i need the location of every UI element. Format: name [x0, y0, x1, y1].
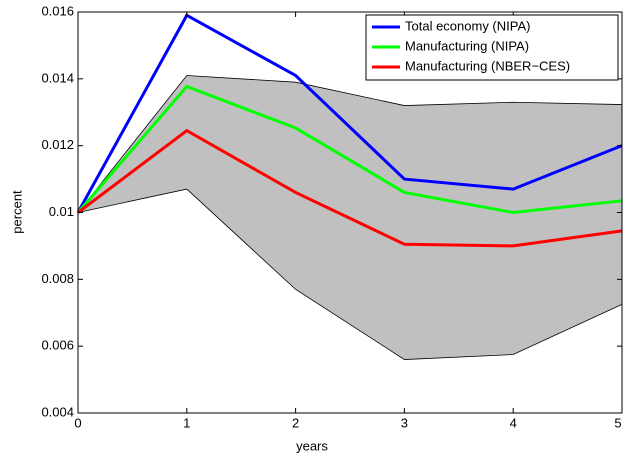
series-line: [76, 13, 623, 214]
x-tick-label: 0: [74, 415, 81, 430]
x-axis-label: years: [296, 438, 328, 453]
x-tick-label: 5: [614, 415, 621, 430]
legend-label: Total economy (NIPA): [405, 18, 530, 33]
x-tick-label: 4: [510, 415, 517, 430]
x-tick-label: 1: [183, 415, 190, 430]
x-tick-label: 3: [401, 415, 408, 430]
y-tick-label: 0.016: [41, 3, 74, 18]
y-tick-label: 0.012: [41, 137, 74, 152]
series-line: [76, 84, 623, 215]
y-tick-label: 0.004: [41, 404, 74, 419]
legend-label: Manufacturing (NIPA): [405, 38, 529, 53]
series-line: [77, 128, 623, 248]
y-tick-label: 0.006: [41, 338, 74, 353]
legend-label: Manufacturing (NBER−CES): [405, 58, 570, 73]
legend-box: [365, 14, 619, 81]
y-tick-label: 0.014: [41, 70, 74, 85]
y-tick-label: 0.008: [41, 271, 74, 286]
y-tick-label: 0.01: [49, 204, 74, 219]
x-tick-label: 2: [292, 415, 299, 430]
y-axis-label: percent: [9, 190, 24, 234]
